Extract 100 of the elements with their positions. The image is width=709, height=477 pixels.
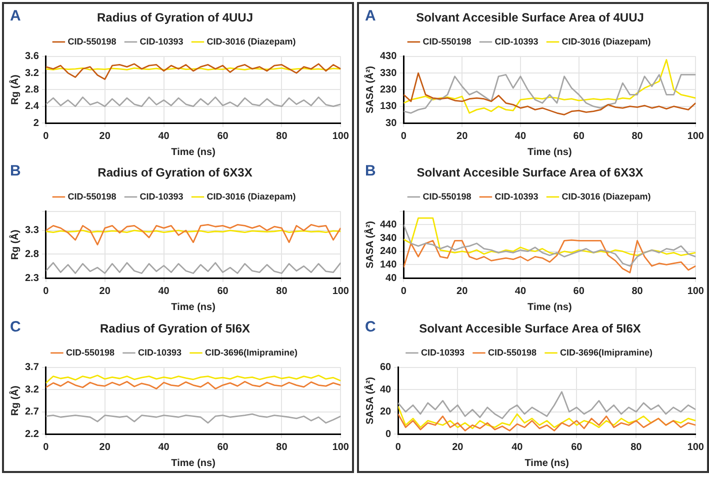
x-tick-label: 20 xyxy=(99,286,111,298)
x-tick-label: 40 xyxy=(158,286,170,298)
x-axis-title: Time (ns) xyxy=(524,458,570,469)
y-axis-title: SASA (Å²) xyxy=(364,221,376,269)
y-axis-title: Rg (Å) xyxy=(8,230,21,260)
legend-label: CID-10393 xyxy=(140,36,184,46)
y-tick-label: 230 xyxy=(380,84,398,96)
legend-label: CID-10393 xyxy=(420,348,464,358)
legend-label: CID-3016 (Diazepam) xyxy=(562,36,651,46)
x-tick-label: 40 xyxy=(514,286,526,298)
x-tick-label: 0 xyxy=(400,286,407,298)
text: B xyxy=(365,163,376,180)
y-axis-title: Rg (Å) xyxy=(8,386,21,416)
x-tick-label: 100 xyxy=(332,286,350,298)
text: C xyxy=(10,318,21,336)
x-axis-title: Time (ns) xyxy=(528,146,572,158)
y-tick-label: 2.8 xyxy=(24,84,40,96)
y-tick-label: 3.2 xyxy=(24,384,40,396)
x-tick-label: 0 xyxy=(43,130,50,142)
x-axis-title: Time (ns) xyxy=(171,302,216,314)
legend-label: CID-3016 (Diazepam) xyxy=(206,36,296,46)
x-axis-title: Time (ns) xyxy=(171,146,216,158)
legend-label: CID-10393 xyxy=(494,36,538,46)
y-tick-label: 3.7 xyxy=(24,362,40,374)
x-tick-label: 80 xyxy=(276,286,288,298)
y-tick-label: 2 xyxy=(33,118,40,129)
x-tick-label: 60 xyxy=(573,286,585,298)
x-tick-label: 60 xyxy=(217,130,229,142)
y-tick-label: 140 xyxy=(380,260,398,271)
x-tick-label: 20 xyxy=(99,130,111,142)
legend-label: CID-3016 (Diazepam) xyxy=(562,192,651,202)
legend-label: CID-10393 xyxy=(140,192,184,202)
x-tick-label: 20 xyxy=(99,442,111,453)
legend-label: CID-550198 xyxy=(422,36,472,46)
legend-label: CID-10393 xyxy=(138,348,182,358)
y-tick-label: 2.3 xyxy=(24,273,40,284)
chart-title: Solvant Accesible Surface Area of 4UUJ xyxy=(416,10,644,24)
text: A xyxy=(10,7,21,24)
y-tick-label: 0 xyxy=(386,428,392,440)
x-tick-label: 80 xyxy=(632,130,644,142)
legend-label: CID-550198 xyxy=(68,36,116,46)
x-tick-label: 100 xyxy=(332,442,350,453)
y-tick-label: 30 xyxy=(386,118,398,129)
x-tick-label: 40 xyxy=(514,130,526,142)
x-tick-label: 40 xyxy=(158,442,170,453)
legend-label: CID-550198 xyxy=(68,192,116,202)
x-tick-label: 60 xyxy=(571,442,583,453)
y-tick-label: 240 xyxy=(380,246,398,258)
x-tick-label: 60 xyxy=(573,130,585,142)
y-tick-label: 40 xyxy=(386,273,398,284)
x-tick-label: 0 xyxy=(43,442,50,453)
y-axis-title: SASA (Å²) xyxy=(364,66,376,114)
y-tick-label: 20 xyxy=(380,406,392,418)
y-tick-label: 3.2 xyxy=(24,68,40,79)
legend-label: CID-10393 xyxy=(494,192,538,202)
y-tick-label: 3.6 xyxy=(24,50,40,62)
x-tick-label: 20 xyxy=(456,286,468,298)
y-tick-label: 440 xyxy=(380,220,398,231)
legend-label: CID-3016 (Diazepam) xyxy=(206,192,296,202)
x-tick-label: 100 xyxy=(332,130,350,142)
chart-title: Solvant Accesible Surface Area of 5I6X xyxy=(419,322,641,336)
x-tick-label: 80 xyxy=(632,286,644,298)
legend-label: CID-3696(Imipramine) xyxy=(560,348,653,358)
x-tick-label: 40 xyxy=(158,130,170,142)
text: B xyxy=(10,163,21,180)
chart-title: Radius of Gyration of 6X3X xyxy=(98,166,252,180)
x-tick-label: 40 xyxy=(512,442,524,453)
text: A xyxy=(365,7,376,24)
x-tick-label: 100 xyxy=(687,442,704,453)
x-tick-label: 100 xyxy=(687,130,704,142)
y-tick-label: 3.3 xyxy=(24,226,40,237)
y-tick-label: 2.2 xyxy=(24,428,40,440)
x-tick-label: 60 xyxy=(217,286,229,298)
legend-label: CID-550198 xyxy=(66,348,114,358)
y-axis-title: SASA (Å²) xyxy=(364,377,376,425)
y-tick-label: 340 xyxy=(380,233,398,244)
legend-label: CID-550198 xyxy=(488,348,537,358)
x-tick-label: 80 xyxy=(276,130,288,142)
x-tick-label: 0 xyxy=(43,286,50,298)
y-tick-label: 60 xyxy=(380,362,392,374)
chart-title: Radius of Gyration of 5I6X xyxy=(100,322,250,336)
x-tick-label: 60 xyxy=(217,442,229,453)
chart-title: Solvant Accesible Surface Area of 6X3X xyxy=(416,166,644,180)
y-tick-label: 130 xyxy=(380,100,398,112)
y-tick-label: 330 xyxy=(380,68,398,79)
x-tick-label: 20 xyxy=(456,130,468,142)
x-axis-title: Time (ns) xyxy=(171,458,216,469)
chart-title: Radius of Gyration of 4UUJ xyxy=(96,10,254,24)
legend-label: CID-3696(Imipramine) xyxy=(205,348,298,358)
x-tick-label: 20 xyxy=(452,442,464,453)
y-tick-label: 430 xyxy=(380,50,398,62)
x-axis-title: Time (ns) xyxy=(528,302,572,314)
y-tick-label: 2.7 xyxy=(24,406,40,418)
y-tick-label: 2.4 xyxy=(24,100,40,112)
x-tick-label: 80 xyxy=(630,442,642,453)
text: C xyxy=(365,318,376,336)
y-tick-label: 40 xyxy=(380,384,392,396)
legend-label: CID-550198 xyxy=(422,192,472,202)
x-tick-label: 80 xyxy=(276,442,288,453)
y-axis-title: Rg (Å) xyxy=(8,74,21,105)
